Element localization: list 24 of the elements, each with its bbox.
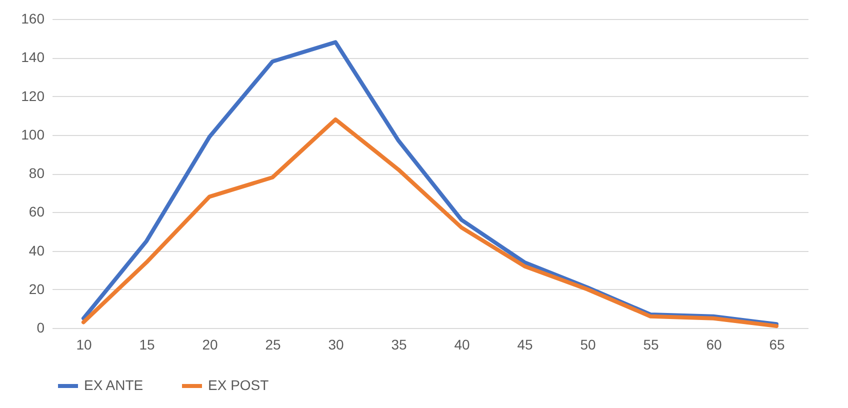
legend-label: EX ANTE bbox=[84, 377, 144, 393]
y-tick-label: 80 bbox=[28, 165, 45, 181]
y-tick-label: 160 bbox=[21, 10, 45, 26]
y-tick-label: 120 bbox=[21, 88, 45, 104]
x-tick-label: 35 bbox=[391, 336, 407, 352]
legend-label: EX POST bbox=[208, 377, 270, 393]
x-tick-label: 60 bbox=[706, 336, 722, 352]
y-tick-label: 140 bbox=[21, 49, 45, 66]
x-tick-label: 15 bbox=[139, 336, 155, 352]
x-tick-label: 65 bbox=[769, 336, 785, 352]
x-tick-label: 40 bbox=[454, 336, 470, 352]
x-tick-label: 50 bbox=[580, 336, 596, 352]
y-tick-label: 0 bbox=[36, 320, 45, 336]
x-tick-label: 55 bbox=[643, 336, 659, 352]
y-tick-label: 20 bbox=[28, 280, 45, 297]
x-tick-label: 45 bbox=[517, 336, 533, 352]
x-tick-label: 25 bbox=[265, 336, 281, 352]
x-tick-label: 10 bbox=[76, 336, 92, 352]
y-tick-label: 100 bbox=[21, 126, 45, 142]
line-series bbox=[82, 117, 778, 328]
y-tick-label: 60 bbox=[28, 204, 45, 220]
y-tick-label: 40 bbox=[28, 242, 45, 258]
x-tick-label: 30 bbox=[328, 336, 344, 352]
x-tick-label: 20 bbox=[202, 336, 218, 352]
